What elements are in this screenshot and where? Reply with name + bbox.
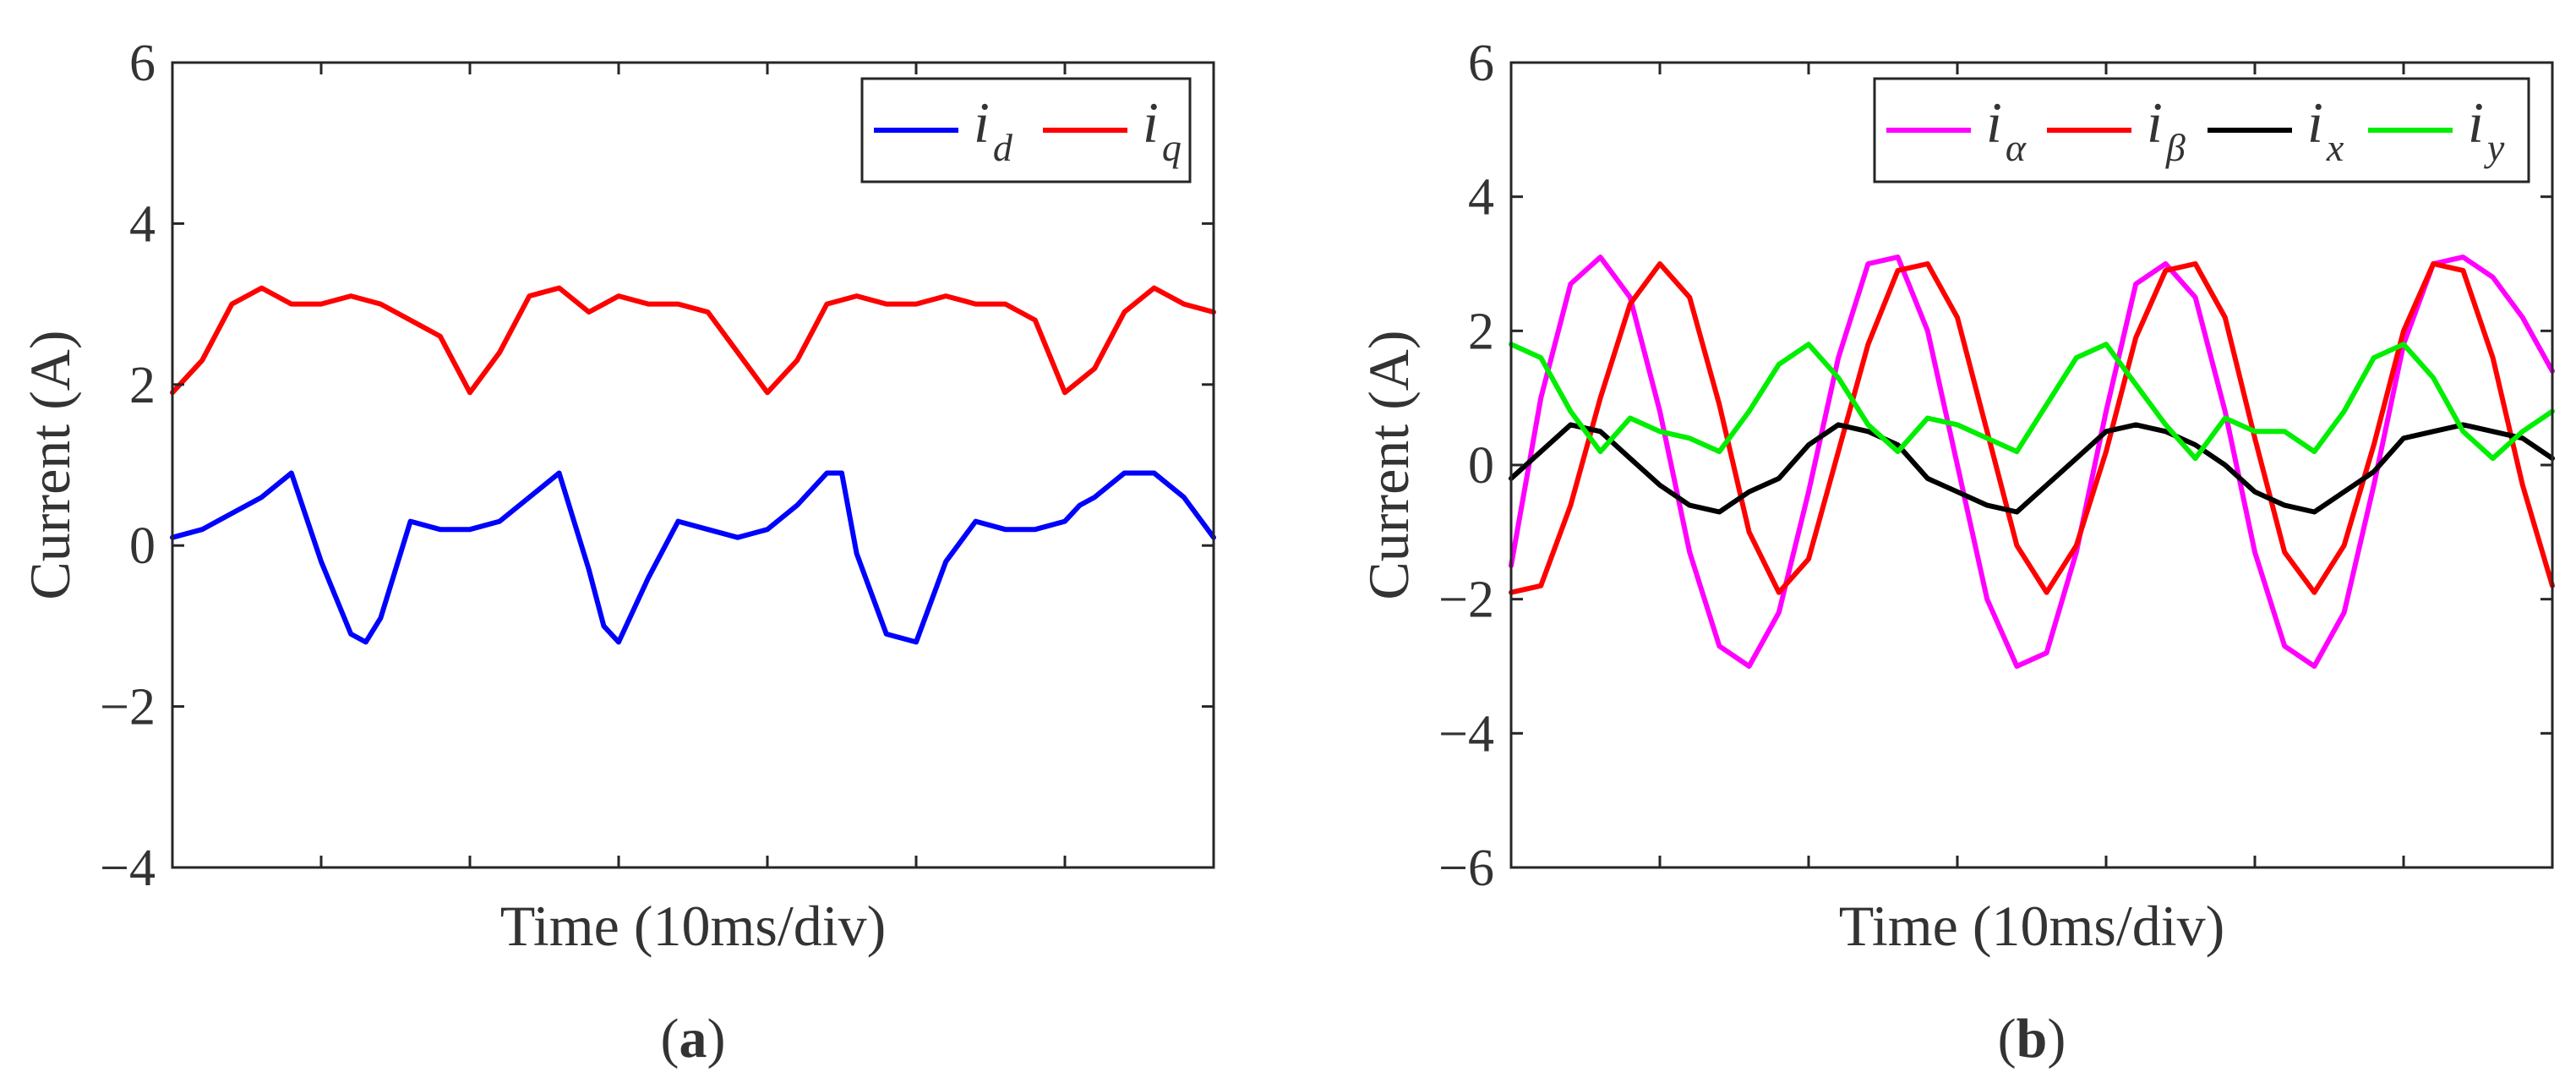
y-axis-label: Current (A) (1356, 330, 1421, 599)
plot-frame (171, 61, 1215, 869)
y-tick-label: −6 (1438, 840, 1494, 897)
y-tick-label: 6 (129, 35, 156, 92)
legend-entry-d: id (974, 90, 1013, 169)
y-tick-label: 4 (129, 195, 156, 253)
y-tick-label: 0 (1468, 437, 1494, 495)
y-tick-label: −2 (100, 679, 156, 736)
y-tick-label: 2 (129, 357, 156, 414)
panel-label: (a) (661, 1008, 726, 1070)
y-tick-label: −4 (100, 840, 156, 897)
x-axis-label: Time (10ms/div) (500, 894, 887, 958)
legend-entry-x: ix (2307, 90, 2344, 169)
panel-b: −6 −4 −2 0 2 4 6 Time (10ms/div) Current (A) (b) i… (1356, 35, 2555, 1070)
legend: id iq (860, 77, 1192, 183)
series-line-β (1509, 261, 2555, 595)
legend-entry-y: iy (2468, 90, 2505, 169)
series-line-q (170, 285, 1216, 396)
plot-frame (1509, 61, 2554, 869)
series-line-y (1509, 342, 2555, 462)
series-line-x (1509, 422, 2555, 515)
y-tick-label: −2 (1438, 572, 1494, 629)
y-tick-label: 0 (129, 517, 156, 575)
panel-label: (b) (1998, 1008, 2066, 1070)
legend: iα iβ ix iy (1873, 77, 2530, 183)
x-axis-label: Time (10ms/div) (1839, 894, 2225, 958)
legend-entry-α: iα (1986, 90, 2027, 169)
y-tick-label: 4 (1468, 169, 1494, 227)
y-axis-label: Current (A) (18, 330, 82, 599)
y-tick-label: −4 (1438, 705, 1494, 763)
legend-entry-q: iq (1143, 90, 1182, 169)
legend-entry-β: iβ (2147, 90, 2186, 169)
series-line-d (170, 470, 1216, 645)
series-line-α (1509, 254, 2555, 669)
y-tick-label: 6 (1468, 35, 1494, 92)
y-tick-label: 2 (1468, 303, 1494, 360)
